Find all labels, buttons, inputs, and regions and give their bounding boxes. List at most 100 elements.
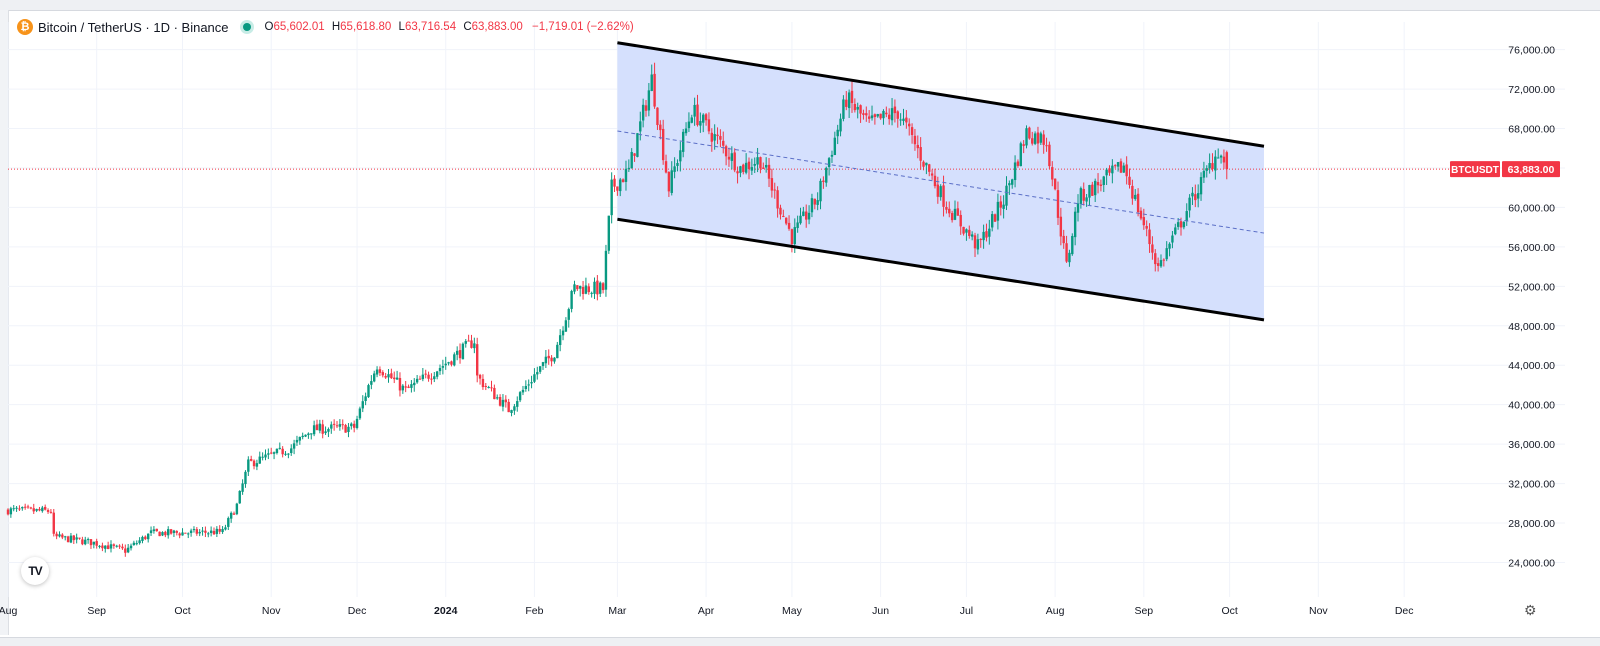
candle-body xyxy=(264,454,267,458)
candle-body xyxy=(905,117,908,123)
candle-body xyxy=(1156,263,1160,266)
candle-body xyxy=(1045,145,1048,147)
candle-body xyxy=(759,157,762,169)
candle-body xyxy=(564,320,568,332)
candle-body xyxy=(813,198,817,205)
candle-body xyxy=(1125,164,1128,177)
candle-body xyxy=(996,201,1000,221)
tradingview-logo-icon[interactable]: TV xyxy=(21,557,49,585)
x-tick-label: Sep xyxy=(1134,605,1153,617)
candle-body xyxy=(787,222,791,229)
candle-body xyxy=(129,545,133,549)
candle-body xyxy=(249,459,253,461)
candle-body xyxy=(192,529,196,531)
candle-body xyxy=(378,369,382,373)
candle-body xyxy=(46,510,50,512)
channel-lines xyxy=(617,41,1265,322)
candle-body xyxy=(1165,248,1168,260)
candle-body xyxy=(1211,163,1214,170)
candle-body xyxy=(355,418,359,429)
candle-body xyxy=(444,363,447,366)
candle-body xyxy=(616,186,619,191)
candle-body xyxy=(1151,244,1154,253)
candle-body xyxy=(719,136,722,140)
candle-body xyxy=(1108,168,1111,173)
close-label: C xyxy=(463,21,472,33)
candle-body xyxy=(106,545,110,550)
candle-body xyxy=(441,366,445,368)
candle-body xyxy=(599,282,602,294)
candle-body xyxy=(959,214,962,227)
candle-body xyxy=(198,531,201,534)
candle-body xyxy=(885,112,888,115)
gear-icon[interactable]: ⚙ xyxy=(1524,602,1537,618)
candle-body xyxy=(750,167,754,171)
candle-body xyxy=(398,378,402,391)
candle-body xyxy=(576,285,579,290)
candle-body xyxy=(415,378,419,383)
descending-channel[interactable] xyxy=(617,42,1264,320)
x-tick-label: 2024 xyxy=(434,605,458,617)
candle-body xyxy=(478,374,482,379)
price-tag-symbol-bg xyxy=(1450,161,1500,178)
candle-body xyxy=(350,423,353,427)
price-axis[interactable]: 24,000.00 28,000.00 32,000.00 36,000.00 40,0… xyxy=(1508,45,1555,570)
candle-body xyxy=(516,401,519,407)
candle-body xyxy=(856,106,859,110)
candle-body xyxy=(281,448,284,455)
candle-body xyxy=(167,529,170,536)
candle-body xyxy=(395,377,399,380)
candle-body xyxy=(275,448,279,454)
candle-body xyxy=(1131,185,1134,199)
candle-body xyxy=(702,114,705,123)
candle-body xyxy=(1148,229,1151,245)
candle-body xyxy=(673,166,676,172)
y-tick-label: 40,000.00 xyxy=(1508,400,1555,412)
candle-body xyxy=(970,234,974,237)
y-tick-label: 36,000.00 xyxy=(1508,439,1555,451)
candle-body xyxy=(656,107,659,126)
candle-body xyxy=(1188,197,1191,211)
candle-body xyxy=(430,378,433,380)
candles xyxy=(6,62,1228,557)
channel-upper-line xyxy=(617,41,1265,148)
candle-body xyxy=(175,531,178,533)
candle-body xyxy=(453,354,456,366)
candle-body xyxy=(1053,178,1057,190)
y-tick-label: 48,000.00 xyxy=(1508,321,1555,333)
candle-body xyxy=(742,164,745,172)
candle-body xyxy=(473,343,476,349)
time-axis[interactable]: Aug Sep Oct Nov Dec 2024 Feb Mar Apr May Jun Jul Aug… xyxy=(0,605,1414,617)
candle-body xyxy=(135,543,138,545)
x-tick-label: Dec xyxy=(1395,605,1414,617)
candle-body xyxy=(779,207,782,215)
candle-body xyxy=(347,426,350,433)
candle-body xyxy=(639,121,642,132)
candle-body xyxy=(421,374,425,380)
low-label: L xyxy=(398,21,405,33)
candle-body xyxy=(487,386,490,388)
candle-body xyxy=(1208,162,1211,169)
candle-body xyxy=(696,104,699,126)
symbol-legend[interactable]: ₿ Bitcoin / TetherUS · 1D · Binance O65,… xyxy=(17,16,634,38)
candle-body xyxy=(733,152,736,171)
candle-body xyxy=(404,386,407,388)
candle-body xyxy=(427,374,430,379)
candle-body xyxy=(38,508,41,511)
candle-body xyxy=(318,423,322,431)
candle-body xyxy=(1091,184,1094,196)
symbol-title[interactable]: Bitcoin / TetherUS · 1D · Binance xyxy=(38,19,229,35)
candle-body xyxy=(936,184,940,197)
open-label: O xyxy=(264,21,274,33)
x-tick-label: Nov xyxy=(262,605,281,617)
candle-body xyxy=(229,512,233,519)
candle-body xyxy=(187,533,190,535)
candle-body xyxy=(224,527,227,530)
candle-body xyxy=(1039,133,1043,143)
candle-body xyxy=(956,208,960,216)
candle-body xyxy=(464,341,467,344)
candle-body xyxy=(524,385,528,390)
candle-body xyxy=(547,355,550,359)
candle-body xyxy=(1002,204,1005,209)
